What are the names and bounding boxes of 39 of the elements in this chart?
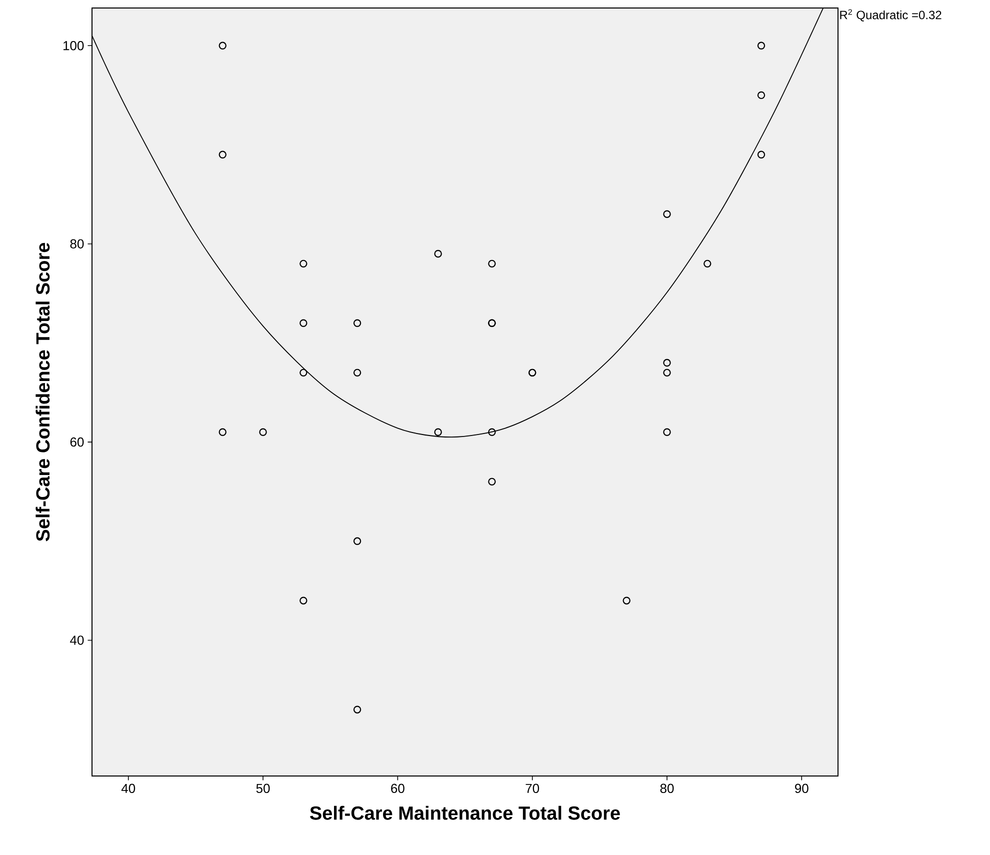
point	[488, 428, 496, 436]
point	[757, 91, 766, 100]
point	[434, 428, 442, 436]
y-tick-label: 80	[70, 239, 84, 248]
point	[434, 250, 442, 258]
point	[300, 260, 308, 268]
point	[218, 42, 226, 50]
x-tick-label: 90	[795, 784, 808, 794]
point	[663, 358, 671, 367]
point	[488, 478, 496, 486]
x-tick-label: 80	[660, 784, 674, 794]
point	[488, 260, 496, 268]
point	[353, 537, 362, 545]
point	[259, 428, 267, 436]
point	[353, 706, 362, 714]
point	[663, 210, 671, 218]
y-axis-title: Self-Care Confidence Total Score	[36, 242, 50, 542]
point	[663, 368, 671, 377]
point	[218, 428, 226, 436]
point	[300, 368, 308, 377]
point	[300, 319, 308, 327]
y-tick-label: 40	[70, 636, 84, 645]
y-tick-label: 60	[70, 437, 84, 447]
text: R$^{2}$ Quadratic =0.32	[840, 9, 942, 22]
x-axis-title: Self-Care Maintenance Total Score	[310, 806, 620, 820]
point	[353, 368, 362, 377]
x-tick-label: 70	[526, 784, 540, 794]
point	[300, 596, 308, 604]
point	[663, 428, 671, 436]
point	[353, 319, 362, 327]
point	[218, 150, 226, 159]
y-tick-label: 100	[64, 41, 84, 50]
x-tick-label: 40	[121, 784, 136, 794]
point	[757, 150, 766, 159]
point	[622, 596, 630, 604]
x-tick-label: 50	[256, 784, 270, 794]
point	[757, 42, 766, 50]
point	[704, 260, 712, 268]
x-tick-label: 60	[391, 784, 404, 794]
